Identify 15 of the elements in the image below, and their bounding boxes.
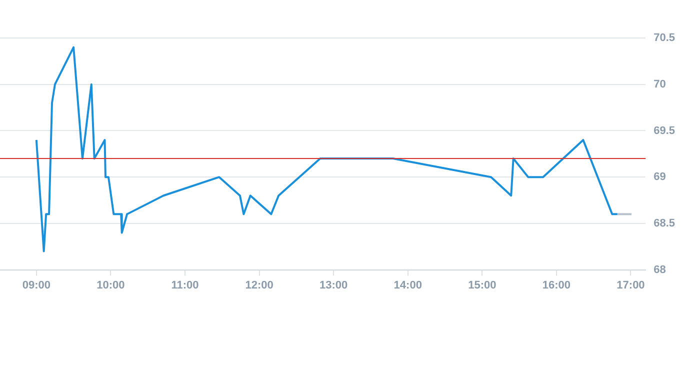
- x-tick-label: 13:00: [319, 279, 348, 292]
- y-tick-label: 69.5: [654, 124, 676, 137]
- y-tick-label: 69: [654, 171, 666, 184]
- y-tick-label: 70: [654, 78, 666, 90]
- y-tick-label: 68: [654, 264, 666, 276]
- x-tick-label: 15:00: [468, 279, 496, 292]
- x-tick-label: 10:00: [96, 279, 125, 292]
- x-tick-label: 12:00: [245, 279, 274, 292]
- y-tick-label: 70.5: [654, 32, 676, 44]
- y-tick-label: 68.5: [654, 217, 676, 230]
- x-tick-label: 17:00: [616, 279, 645, 292]
- x-tick-label: 11:00: [171, 279, 199, 292]
- x-tick-label: 14:00: [394, 279, 422, 292]
- x-tick-label: 09:00: [22, 279, 50, 292]
- x-tick-label: 16:00: [542, 279, 571, 292]
